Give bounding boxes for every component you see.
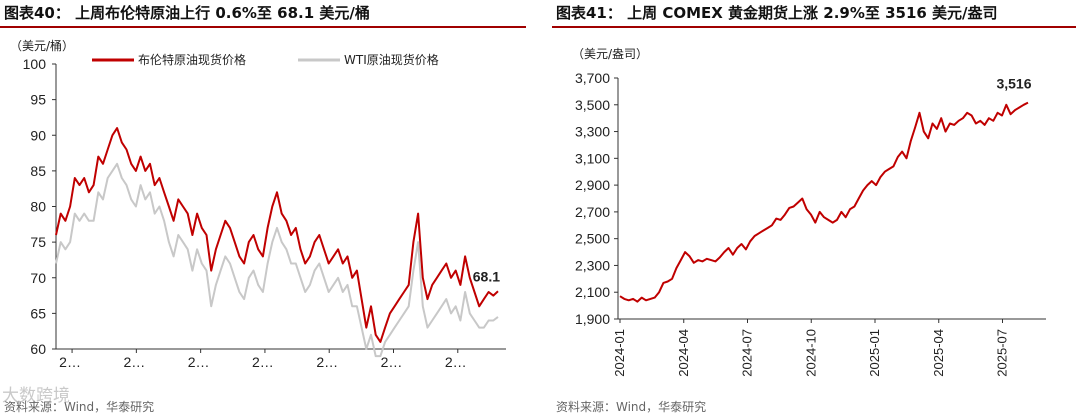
series-line-wti xyxy=(55,162,499,358)
legend: 布伦特原油现货价格 WTI原油现货价格 xyxy=(92,52,439,67)
y-tick-label: 60 xyxy=(30,341,46,357)
y-tick-label: 3,500 xyxy=(575,97,610,113)
chart-title: 图表40： 上周布伦特原油上行 0.6%至 68.1 美元/桶 xyxy=(4,4,370,22)
y-tick-label: 65 xyxy=(30,305,46,321)
oil-price-chart: （美元/桶） 布伦特原油现货价格 WTI原油现货价格 100 95 90 85 80 75… xyxy=(10,38,506,370)
x-tick-label: 2… xyxy=(59,354,81,370)
y-unit-label: （美元/桶） xyxy=(10,38,74,53)
chart-title: 图表41： 上周 COMEX 黄金期货上涨 2.9%至 3516 美元/盎司 xyxy=(556,4,998,22)
y-tick-label: 3,700 xyxy=(575,70,610,86)
axes: 3,700 3,500 3,300 3,100 2,900 2,700 2,500 2,300… xyxy=(575,70,1046,377)
x-tick-label: 2025-07 xyxy=(995,329,1010,377)
brent-wti-panel: 图表40： 上周布伦特原油上行 0.6%至 68.1 美元/桶 （美元/桶） 布… xyxy=(0,0,530,417)
source-note: 资料来源：Wind，华泰研究 xyxy=(4,400,155,414)
series-line-brent xyxy=(55,127,499,343)
y-tick-label: 3,300 xyxy=(575,124,610,140)
x-tick-label: 2024-04 xyxy=(676,329,691,377)
series-group xyxy=(619,101,1029,303)
source-note: 资料来源：Wind，华泰研究 xyxy=(556,400,707,414)
x-tick-label: 2… xyxy=(252,354,274,370)
axes: 100 95 90 85 80 75 70 65 60 2… 2… 2… 2… 2… 2… 2… xyxy=(23,56,506,370)
legend-label-brent: 布伦特原油现货价格 xyxy=(138,52,246,67)
y-tick-label: 2,300 xyxy=(575,257,610,273)
x-tick-label: 2024-10 xyxy=(803,329,818,377)
x-tick-label: 2025-01 xyxy=(867,329,882,377)
watermark-logo: 大数跨境 xyxy=(2,386,70,406)
x-tick-label: 2… xyxy=(381,354,403,370)
end-value-label: 68.1 xyxy=(473,268,500,284)
series-group xyxy=(55,127,499,358)
y-tick-label: 70 xyxy=(30,270,46,286)
y-tick-label: 95 xyxy=(30,92,46,108)
y-tick-label: 2,500 xyxy=(575,231,610,247)
gold-price-chart: （美元/盎司） 3,700 3,500 3,300 3,100 2,900 2,700 2,… xyxy=(572,47,1046,377)
y-tick-label: 85 xyxy=(30,163,46,179)
y-tick-label: 100 xyxy=(23,56,47,72)
legend-label-wti: WTI原油现货价格 xyxy=(344,52,439,67)
series-line-gold xyxy=(619,101,1029,303)
x-tick-label: 2… xyxy=(188,354,210,370)
x-tick-label: 2… xyxy=(445,354,467,370)
gold-panel: 图表41： 上周 COMEX 黄金期货上涨 2.9%至 3516 美元/盎司 （… xyxy=(552,0,1080,417)
y-tick-label: 3,100 xyxy=(575,150,610,166)
y-tick-label: 90 xyxy=(30,127,46,143)
title-divider xyxy=(552,26,1076,28)
y-unit-label: （美元/盎司） xyxy=(572,47,648,61)
x-tick-label: 2024-01 xyxy=(612,329,627,377)
y-tick-label: 2,900 xyxy=(575,177,610,193)
end-value-label: 3,516 xyxy=(996,76,1031,92)
x-tick-label: 2025-04 xyxy=(931,329,946,377)
y-tick-label: 75 xyxy=(30,234,46,250)
y-tick-label: 1,900 xyxy=(575,311,610,327)
y-tick-label: 2,100 xyxy=(575,284,610,300)
y-tick-label: 80 xyxy=(30,199,46,215)
title-divider xyxy=(0,26,526,28)
x-tick-label: 2… xyxy=(123,354,145,370)
y-tick-label: 2,700 xyxy=(575,204,610,220)
x-tick-label: 2… xyxy=(316,354,338,370)
x-tick-label: 2024-07 xyxy=(740,329,755,377)
